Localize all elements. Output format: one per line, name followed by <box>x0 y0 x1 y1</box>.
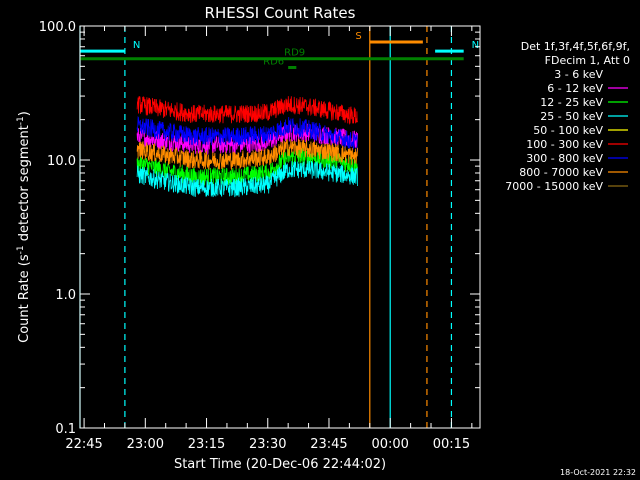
legend-entry-label: 50 - 100 keV <box>533 124 603 137</box>
x-axis: 22:45 23:00 23:15 23:30 23:45 00:00 00:15 <box>65 26 473 452</box>
annotation-label: RD6 <box>263 57 284 68</box>
legend-entry-label: 12 - 25 keV <box>540 96 603 109</box>
legend-header-line-2: FDecim 1, Att 0 <box>545 54 630 67</box>
series-line-0 <box>136 166 358 221</box>
footer-date: 18-Oct-2021 22:32 <box>560 468 636 477</box>
x-tick-label: 00:00 <box>371 437 408 452</box>
x-tick-label: 22:45 <box>65 437 102 452</box>
series-line-3 <box>136 160 358 198</box>
y-axis-label: Count Rate (s-1 detector segment-1) <box>16 111 32 343</box>
y-tick-label: 0.1 <box>55 422 76 437</box>
series-line-6 <box>136 115 358 152</box>
legend-entry-label: 7000 - 15000 keV <box>505 180 603 193</box>
legend-entry-label: 100 - 300 keV <box>526 138 603 151</box>
x-tick-label: 23:30 <box>249 437 286 452</box>
plot-frame <box>79 25 481 429</box>
legend-entry-label: 25 - 50 keV <box>540 110 603 123</box>
legend-entry-label: 800 - 7000 keV <box>519 166 603 179</box>
x-tick-label: 23:45 <box>310 437 347 452</box>
annotation-label: N <box>133 40 140 51</box>
x-tick-label: 00:15 <box>433 437 470 452</box>
chart-title: RHESSI Count Rates <box>205 4 356 22</box>
series-line-5 <box>136 95 358 125</box>
legend-entry-label: 6 - 12 keV <box>547 82 603 95</box>
series-line-7 <box>136 138 358 171</box>
x-tick-label: 23:15 <box>188 437 225 452</box>
y-tick-label: 100.0 <box>39 20 76 35</box>
y-tick-label: 10.0 <box>47 154 76 169</box>
x-tick-label: 23:00 <box>127 437 164 452</box>
legend-entry-label: 300 - 800 keV <box>526 152 603 165</box>
legend-header-line-1: Det 1f,3f,4f,5f,6f,9f, <box>521 40 630 53</box>
y-tick-label: 1.0 <box>55 288 76 303</box>
x-axis-label: Start Time (20-Dec-06 22:44:02) <box>174 457 386 472</box>
legend-entry-label: 3 - 6 keV <box>554 68 603 81</box>
annotation-label: N <box>472 40 479 51</box>
annotation-label: RD9 <box>284 48 305 59</box>
annotation-label: S <box>355 31 361 42</box>
series-layer <box>136 95 358 221</box>
legend: Det 1f,3f,4f,5f,6f,9f, FDecim 1, Att 0 3… <box>505 40 630 193</box>
